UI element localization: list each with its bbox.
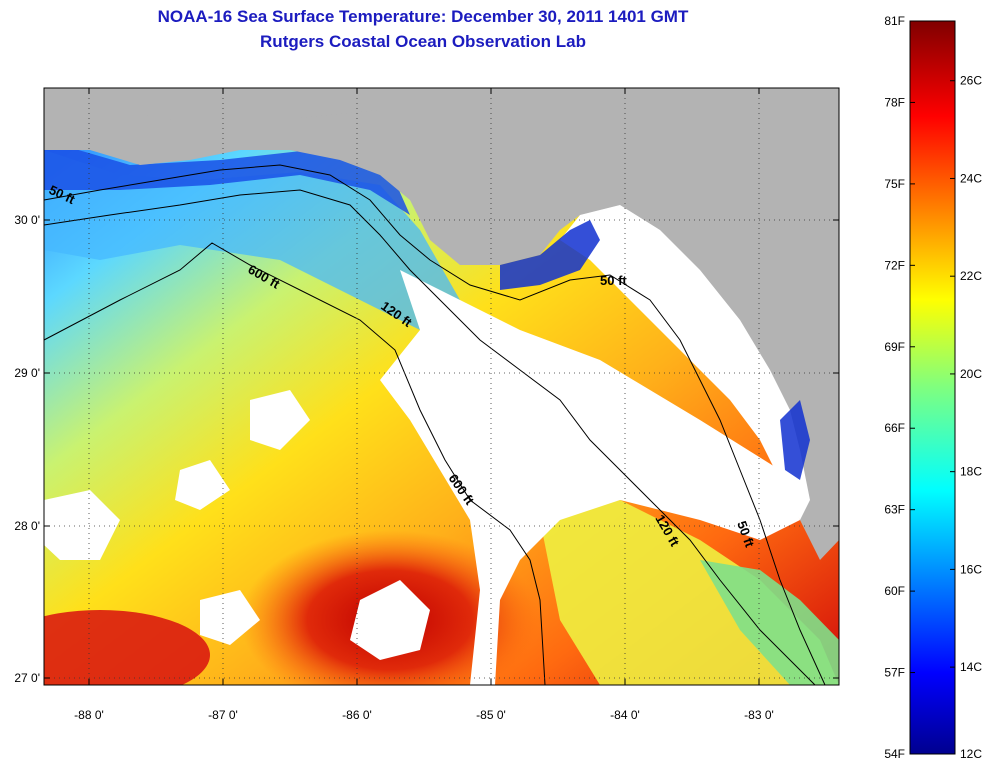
cool-shelf-band (44, 150, 460, 330)
colorbar-label-c: 20C (960, 367, 982, 381)
colorbar-label-f: 78F (884, 95, 905, 109)
map-subtitle: Rutgers Coastal Ocean Observation Lab (260, 32, 586, 51)
contour-120ft (43, 189, 816, 686)
axis-ticks (44, 88, 839, 685)
map-title: NOAA-16 Sea Surface Temperature: Decembe… (157, 7, 689, 26)
colorbar-label-f: 57F (884, 666, 905, 680)
land-mass (44, 88, 839, 560)
colorbar: 81F 78F 75F 72F 69F 66F 63F 60F 57F 54F 26C 24C 22C… (884, 14, 982, 761)
colorbar-label-f: 60F (884, 584, 905, 598)
lat-tick-label: 29 0' (14, 366, 40, 380)
cloud-patch-4 (175, 460, 230, 510)
bathymetry-contours (43, 164, 826, 686)
cold-fringe-bigbend (500, 220, 600, 290)
colorbar-celsius-labels: 26C 24C 22C 20C 18C 16C 14C 12C (960, 74, 982, 761)
colorbar-label-c: 16C (960, 562, 982, 576)
cloud-patch-3 (250, 390, 310, 450)
land-mass-northwest (44, 88, 500, 125)
colorbar-fahrenheit-labels: 81F 78F 75F 72F 69F 66F 63F 60F 57F 54F (884, 14, 905, 761)
colorbar-label-f: 66F (884, 421, 905, 435)
cloud-patch-5 (200, 590, 260, 645)
colorbar-label-c: 14C (960, 660, 982, 674)
colorbar-gradient (909, 20, 956, 755)
florida-peninsula (560, 205, 810, 520)
lat-tick-label: 28 0' (14, 519, 40, 533)
cloud-cover-east (380, 270, 800, 685)
lon-tick-label: -87 0' (208, 708, 238, 722)
lon-tick-label: -85 0' (476, 708, 506, 722)
map-frame (43, 87, 840, 686)
cold-fringe-east (780, 400, 810, 480)
contour-label-50ft-bigbend: 50 ft (600, 273, 627, 288)
lat-tick-label: 27 0' (14, 671, 40, 685)
colorbar-label-c: 22C (960, 269, 982, 283)
colorbar-label-f: 63F (884, 503, 905, 517)
contour-600ft (43, 242, 546, 686)
warm-patch-sw (44, 610, 210, 685)
lon-tick-label: -86 0' (342, 708, 372, 722)
colorbar-label-c: 24C (960, 171, 982, 185)
colorbar-label-c: 12C (960, 747, 982, 761)
contour-50ft (43, 164, 826, 686)
colorbar-label-f: 69F (884, 340, 905, 354)
colorbar-label-c: 18C (960, 465, 982, 479)
lon-tick-labels: -88 0' -87 0' -86 0' -85 0' -84 0' -83 0… (74, 708, 774, 722)
lat-tick-labels: 30 0' 29 0' 28 0' 27 0' (14, 213, 40, 685)
lon-tick-label: -84 0' (610, 708, 640, 722)
colorbar-label-f: 54F (884, 747, 905, 761)
colorbar-label-f: 81F (884, 14, 905, 28)
colorbar-label-f: 75F (884, 177, 905, 191)
east-nearshore-water (700, 560, 839, 685)
colorbar-label-f: 72F (884, 258, 905, 272)
lat-tick-label: 30 0' (14, 213, 40, 227)
colorbar-ticks (910, 20, 955, 755)
lon-tick-label: -83 0' (744, 708, 774, 722)
cloud-patch-1 (350, 580, 430, 660)
colorbar-label-c: 26C (960, 74, 982, 88)
cold-nearshore-band (44, 140, 410, 215)
cloud-patch-2 (44, 490, 120, 560)
lon-tick-label: -88 0' (74, 708, 104, 722)
